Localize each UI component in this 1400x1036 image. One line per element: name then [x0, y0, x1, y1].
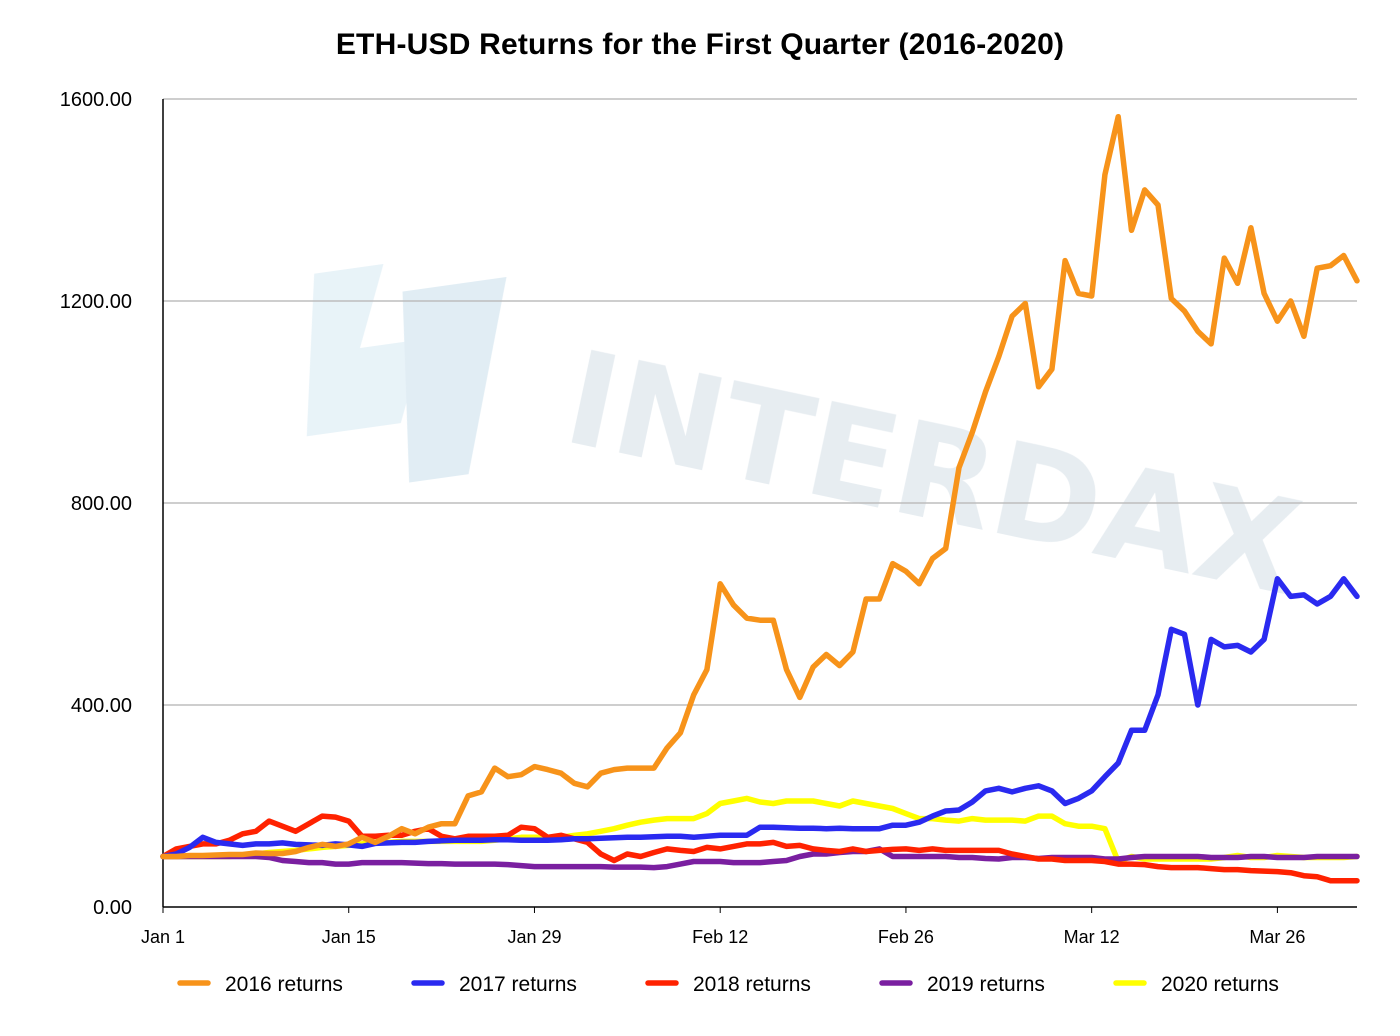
watermark-text: INTERDAX	[554, 322, 1313, 625]
y-tick-label: 1200.00	[60, 291, 132, 313]
y-axis-tick-labels: 0.00 400.00 800.00 1200.00 1600.00	[60, 89, 132, 919]
y-tick-label: 800.00	[71, 493, 132, 515]
y-tick-label: 1600.00	[60, 89, 132, 111]
x-tick-label: Feb 26	[878, 927, 934, 947]
legend-label-2017: 2017 returns	[459, 973, 577, 996]
series-line-2016	[160, 113, 1360, 860]
legend-label-2020: 2020 returns	[1161, 973, 1279, 996]
legend-label-2019: 2019 returns	[927, 973, 1045, 996]
x-tick-label: Mar 26	[1249, 927, 1305, 947]
legend-label-2018: 2018 returns	[693, 973, 811, 996]
y-tick-label: 0.00	[93, 897, 132, 919]
y-tick-label: 400.00	[71, 695, 132, 717]
series-lines	[160, 113, 1360, 884]
series-line-2017	[160, 576, 1360, 860]
interdax-logo-icon	[306, 263, 507, 483]
x-tick-label: Feb 12	[692, 927, 748, 947]
x-tick-label: Jan 1	[141, 927, 185, 947]
x-tick-label: Mar 12	[1064, 927, 1120, 947]
watermark: INTERDAX	[306, 263, 1313, 625]
x-tick-label: Jan 15	[322, 927, 376, 947]
x-axis-tick-labels: Jan 1 Jan 15 Jan 29 Feb 12 Feb 26 Mar 12 Mar 2…	[141, 907, 1305, 947]
series-line-2019	[160, 846, 1360, 871]
legend: 2016 returns 2017 returns 2018 returns 2019…	[177, 973, 1279, 996]
legend-label-2016: 2016 returns	[225, 973, 343, 996]
chart-title: ETH-USD Returns for the First Quarter (2…	[335, 28, 1065, 61]
x-tick-label: Jan 29	[507, 927, 561, 947]
grid-lines	[163, 98, 1357, 706]
